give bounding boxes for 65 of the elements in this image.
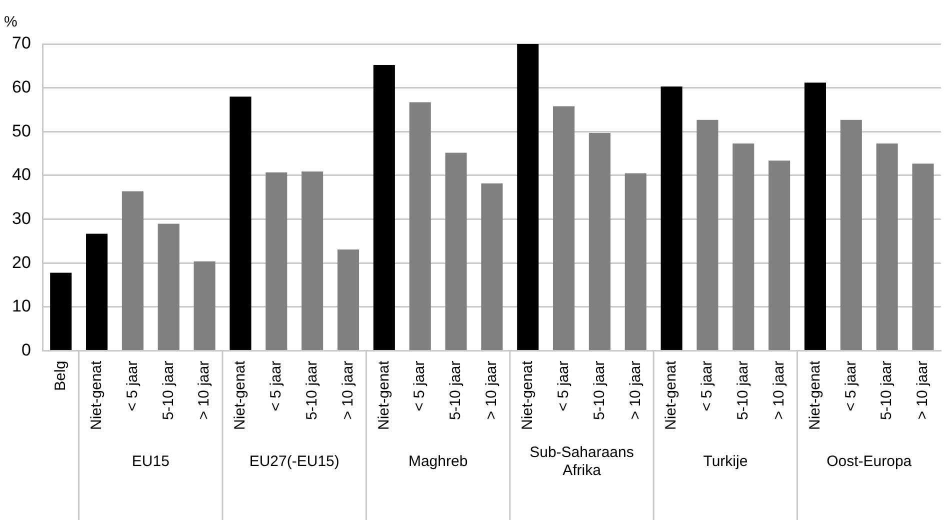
text: Oost-Europa [826,453,912,470]
x-tick-label: 5-10 jaar [878,360,896,420]
bar [588,132,610,350]
x-tick-label: 5-10 jaar [303,360,320,420]
x-tick-label: > 10 jaar [196,360,213,420]
y-tick-label: 30 [12,209,31,228]
x-tick-label: < 5 jaar [268,360,285,412]
x-tick-label: > 10 jaar [626,360,644,420]
bar [732,143,754,350]
y-tick-label: 70 [12,34,31,53]
text: EU27(-EU15) [249,453,340,470]
x-tick-label: Niet-genat [88,360,105,430]
bar [266,172,288,350]
bar [445,152,467,350]
bar [912,164,934,350]
x-tick-label: 5-10 jaar [447,360,464,420]
x-tick-label: Niet-genat [662,360,680,430]
y-tick-label: 20 [12,252,31,272]
bar [517,44,539,350]
bar [50,272,72,350]
bar [696,120,718,350]
bar [158,224,180,350]
x-tick-label: < 5 jaar [842,360,860,412]
x-tick-label: Belg [52,360,70,391]
x-tick-label: 5-10 jaar [590,360,608,420]
bar [373,65,395,350]
bar [409,102,431,350]
bar [804,82,826,350]
y-tick-label: 50 [12,121,31,140]
x-tick-label: < 5 jaar [411,360,428,412]
y-tick-label: 60 [12,78,31,97]
x-tick-label: > 10 jaar [770,360,788,420]
y-tick-label: 10 [12,296,31,316]
bar [624,173,646,350]
x-tick-label: Niet-genat [806,360,824,430]
y-axis-title: % [4,14,18,31]
bar [122,191,144,350]
bar [230,96,252,350]
bar [302,172,324,350]
bar [768,160,790,350]
text: Turkije [703,453,748,470]
bar [660,86,682,350]
x-tick-label: < 5 jaar [124,360,141,412]
text: EU15 [132,453,170,470]
x-tick-label: 5-10 jaar [160,360,177,420]
bar [553,106,575,350]
y-tick-label: 0 [21,340,31,360]
x-tick-label: > 10 jaar [914,360,932,420]
text: Sub-Saharaans Afrika [530,444,634,480]
bar [481,183,503,350]
x-tick-label: < 5 jaar [554,360,572,412]
x-tick-label: Niet-genat [375,360,392,430]
x-tick-label: Niet-genat [232,360,249,430]
y-tick-label: 40 [12,165,31,184]
bar [840,120,862,350]
bar [194,261,216,350]
text: Maghreb [408,453,468,470]
x-tick-label: < 5 jaar [698,360,716,412]
x-tick-label: > 10 jaar [339,360,356,420]
x-tick-label: 5-10 jaar [734,360,752,420]
bar [337,250,360,350]
x-tick-label: Niet-genat [519,360,536,430]
bar [86,234,108,350]
bar [876,143,898,350]
x-tick-label: > 10 jaar [483,360,500,420]
